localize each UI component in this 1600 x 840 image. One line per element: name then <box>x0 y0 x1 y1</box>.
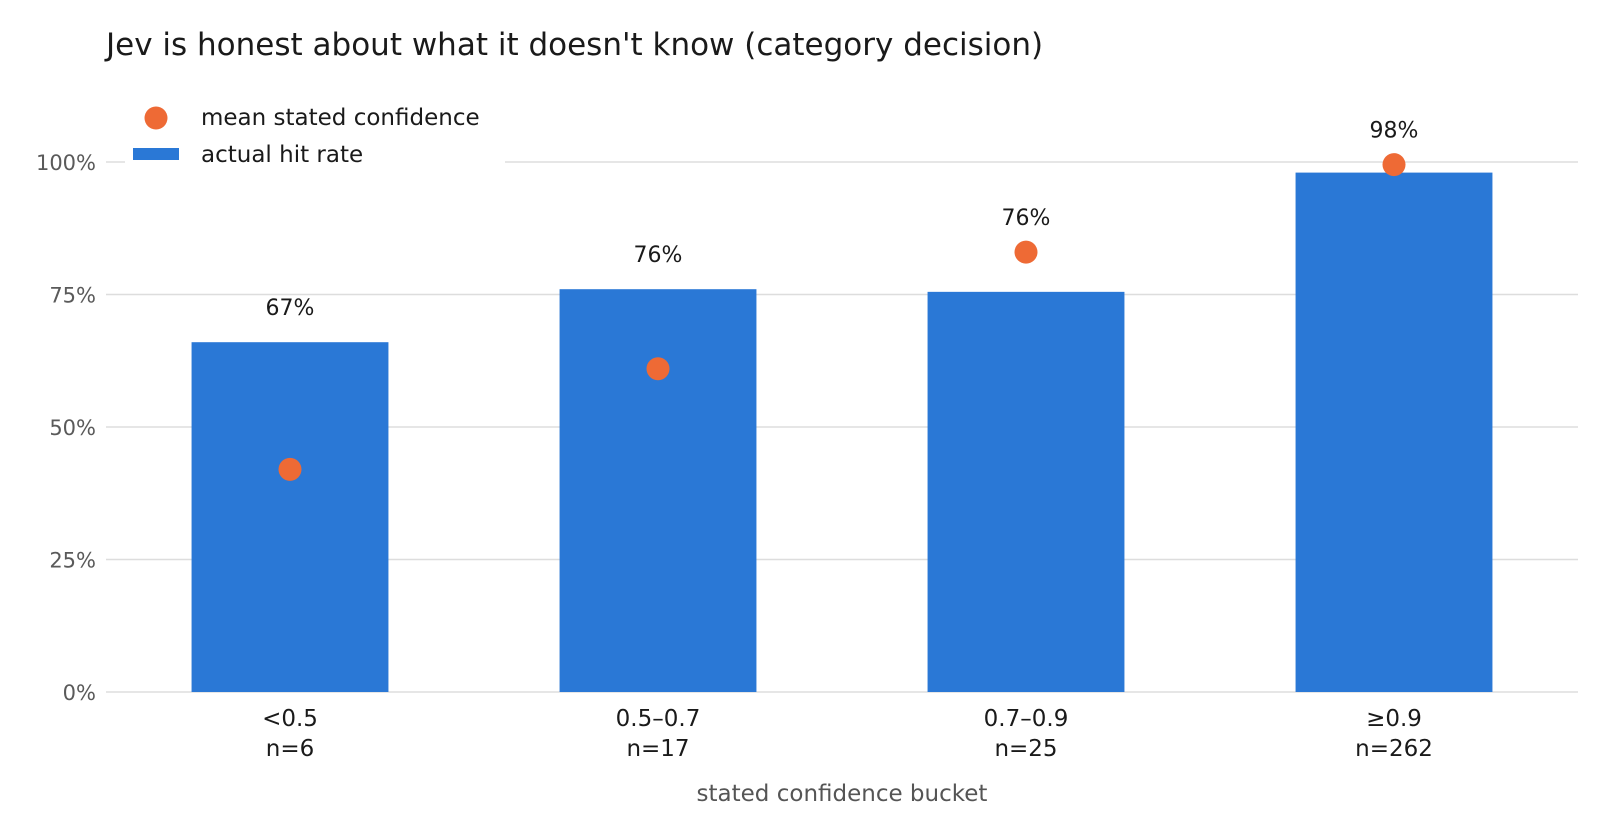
data-label-hit-rate: 67% <box>266 296 315 321</box>
legend-point-marker <box>144 106 168 130</box>
y-tick-label: 0% <box>63 681 96 705</box>
y-tick-label: 100% <box>36 151 96 175</box>
data-labels: 67% 76% 76% 98% <box>266 119 1419 322</box>
x-tick-label: 0.7–0.9 <box>984 706 1069 732</box>
y-axis-ticks: 0% 25% 50% 75% 100% <box>36 151 96 705</box>
data-label-hit-rate: 76% <box>1002 206 1051 231</box>
bar-hit-rate <box>1295 172 1493 693</box>
point-stated-confidence <box>278 457 302 481</box>
x-tick-count-label: n=6 <box>266 736 314 762</box>
bar-hit-rate <box>191 342 389 692</box>
legend-label-hit-rate: actual hit rate <box>201 142 363 168</box>
x-axis-title: stated confidence bucket <box>697 781 988 807</box>
bar-hit-rate <box>559 289 757 692</box>
chart-title: Jev is honest about what it doesn't know… <box>104 27 1043 63</box>
y-tick-label: 25% <box>49 549 96 573</box>
bars <box>191 172 1493 693</box>
legend-bar-swatch <box>133 148 179 160</box>
x-tick-count-label: n=262 <box>1355 736 1433 762</box>
x-axis-ticks: <0.5 n=6 0.5–0.7 n=17 0.7–0.9 n=25 ≥0.9 n=262 <box>262 706 1433 762</box>
legend-label-stated-confidence: mean stated confidence <box>201 105 480 131</box>
data-label-hit-rate: 98% <box>1370 119 1419 144</box>
point-stated-confidence <box>1014 240 1038 264</box>
x-tick-label: 0.5–0.7 <box>616 706 701 732</box>
legend: mean stated confidence actual hit rate <box>125 92 505 172</box>
x-tick-count-label: n=17 <box>626 736 689 762</box>
y-tick-label: 50% <box>49 416 96 440</box>
y-tick-label: 75% <box>49 284 96 308</box>
legend-background <box>125 92 505 172</box>
x-tick-label: ≥0.9 <box>1366 706 1422 732</box>
x-tick-label: <0.5 <box>262 706 318 732</box>
bar-hit-rate <box>927 291 1125 692</box>
point-stated-confidence <box>1382 153 1406 177</box>
data-label-hit-rate: 76% <box>634 243 683 268</box>
points <box>278 153 1406 481</box>
x-tick-count-label: n=25 <box>994 736 1057 762</box>
point-stated-confidence <box>646 357 670 381</box>
